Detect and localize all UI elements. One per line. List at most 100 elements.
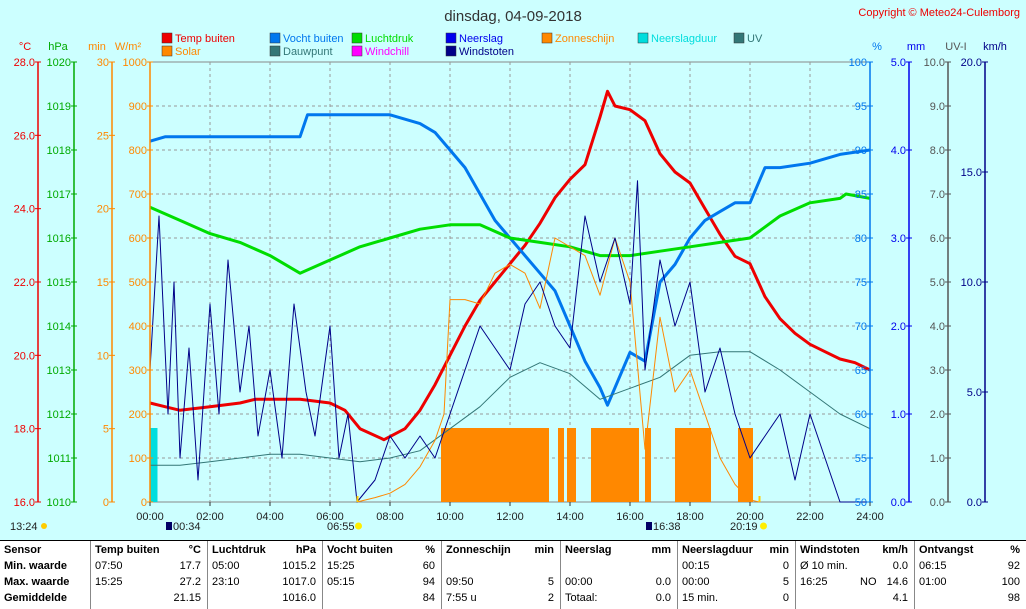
axis-unit-solar: W/m² — [115, 41, 142, 53]
stats-header-unit: min — [769, 544, 789, 556]
stats-header-unit: % — [1010, 544, 1020, 556]
stats-header-title: Neerslag — [565, 544, 612, 556]
stats-header-unit: % — [425, 544, 435, 556]
stats-header-unit: km/h — [882, 544, 908, 556]
axis-tick-label: 2.0 — [891, 321, 906, 333]
axis-units: °C hPa min W/m²% mm UV-I km/h — [19, 41, 1007, 53]
sunset-icon — [760, 522, 767, 530]
sunrise-icon — [355, 522, 362, 530]
axis-tick-label: 20.0 — [14, 350, 35, 362]
legend-label: Temp buiten — [175, 33, 235, 45]
legend-label: UV — [747, 33, 763, 45]
stats-column: Neerslag mm 00:00 0.0 Totaal: 0.0 — [560, 541, 677, 609]
axis-tick-label: 4.0 — [891, 145, 906, 157]
axis-tick-label: 1011 — [47, 453, 71, 465]
stats-row: 84 — [327, 591, 435, 605]
axis-tick-label: 1014 — [47, 321, 71, 333]
series-line-vocht-buiten — [149, 113, 871, 407]
axis-tick-label: 0.0 — [967, 497, 982, 509]
time-tick-label: 18:00 — [676, 511, 704, 523]
stats-cell-label: Totaal: — [565, 592, 598, 604]
legend-label: Dauwpunt — [283, 46, 333, 58]
axis-tick-label: 5.0 — [967, 387, 982, 399]
sunshine-bar — [675, 428, 711, 502]
axis-tick-label: 15.0 — [961, 167, 982, 179]
axis-tick-label: 100 — [849, 57, 867, 69]
stats-header: Vocht buiten% — [327, 543, 435, 557]
time-tick-label: 12:00 — [496, 511, 524, 523]
stats-row: 01:00 100 — [919, 575, 1020, 589]
axis-tick-label: 24.0 — [14, 204, 35, 216]
series-line-dauwpunt — [150, 351, 871, 466]
stats-header-title: Ontvangst — [919, 544, 974, 556]
stats-cell-label: 16:25 — [800, 576, 828, 588]
stats-header: Zonneschijn min — [446, 543, 554, 557]
axis-tick-label: 65 — [855, 365, 867, 377]
stats-cell-label: 15:25 — [95, 576, 123, 588]
stats-header-title: Vocht buiten — [327, 544, 393, 556]
stats-header-unit: hPa — [295, 544, 316, 556]
stats-row: 15:25 60 — [327, 559, 435, 573]
legend-label: Zonneschijn — [555, 33, 614, 45]
stats-header-unit: min — [534, 544, 554, 556]
axis-unit-humidity: % — [872, 41, 882, 53]
time-tick-label: 16:00 — [616, 511, 644, 523]
time-tick-label: 14:00 — [556, 511, 584, 523]
legend-swatch — [445, 32, 457, 44]
stats-row: 4.1 — [800, 591, 908, 605]
time-tick-label: 06:00 — [316, 511, 344, 523]
axis-tick-label: 28.0 — [14, 57, 35, 69]
axis-tick-label: 25 — [97, 130, 109, 142]
axis-tick-label: 900 — [129, 101, 147, 113]
stats-row: Max. waarde — [4, 575, 84, 589]
stats-header: Neerslag mm — [565, 543, 671, 557]
stats-cell-label: 00:00 — [682, 576, 710, 588]
legend-label: Windchill — [365, 46, 409, 58]
stats-cell-value: 0.0 — [655, 592, 671, 604]
stats-header: Windstoten km/h — [800, 543, 908, 557]
stats-row: 98 — [919, 591, 1020, 605]
sun-moon-markers: 13:24 00:34 06:55 16:38 20:19 — [10, 496, 767, 533]
axis-tick-label: 30 — [97, 57, 109, 69]
axis-tick-label: 8.0 — [930, 145, 945, 157]
axis-tick-label: 700 — [129, 189, 147, 201]
copyright: Copyright © Meteo24-Culemborg — [858, 7, 1020, 19]
axis-tick-label: 600 — [129, 233, 147, 245]
stats-row: 05:15 94 — [327, 575, 435, 589]
stats-row: Gemiddelde — [4, 591, 84, 605]
stats-row: Min. waarde — [4, 559, 84, 573]
axis-tick-label: 1000 — [123, 57, 147, 69]
stats-row: 00:15 0 — [682, 559, 789, 573]
legend-label: Luchtdruk — [365, 33, 414, 45]
legend-swatch — [161, 32, 173, 44]
stats-header: Neerslagduur min — [682, 543, 789, 557]
axis-tick-label: 60 — [855, 409, 867, 421]
moonset-icon — [166, 522, 172, 530]
stats-cell-label: Ø 10 min. — [800, 560, 848, 572]
stats-row: 00:00 0.0 — [565, 575, 671, 589]
stats-header: Temp buiten °C — [95, 543, 201, 557]
stats-table: Sensor Min. waarde Max. waarde Gemiddelde Te… — [0, 540, 1026, 609]
stats-cell-value: 2 — [547, 592, 554, 604]
stats-cell-label: 23:10 — [212, 576, 240, 588]
axis-tick-label: 85 — [855, 189, 867, 201]
stats-cell-label: Gemiddelde — [4, 592, 67, 604]
marker-label: 16:38 — [653, 521, 681, 533]
stats-row: Ø 10 min. 0.0 — [800, 559, 908, 573]
axis-tick-label: 1020 — [47, 57, 71, 69]
stats-cell-label: 09:50 — [446, 576, 474, 588]
legend-swatch — [637, 32, 649, 44]
stats-row: 00:00 5 — [682, 575, 789, 589]
stats-cell-value: 84 — [422, 592, 435, 604]
chart-title: dinsdag, 04-09-2018 — [444, 8, 582, 25]
axis-tick-label: 9.0 — [930, 101, 945, 113]
stats-header-title: Luchtdruk — [212, 544, 266, 556]
stats-cell-value: 60 — [422, 560, 435, 572]
stats-cell-value: 0.0 — [892, 560, 908, 572]
axis-tick-label: 22.0 — [14, 277, 35, 289]
axis-tick-label: 18.0 — [14, 424, 35, 436]
stats-cell-value: 0 — [782, 560, 789, 572]
stats-row: 15 min. 0 — [682, 591, 789, 605]
axis-unit-uv: UV-I — [945, 41, 966, 53]
axis-unit-minutes: min — [88, 41, 106, 53]
